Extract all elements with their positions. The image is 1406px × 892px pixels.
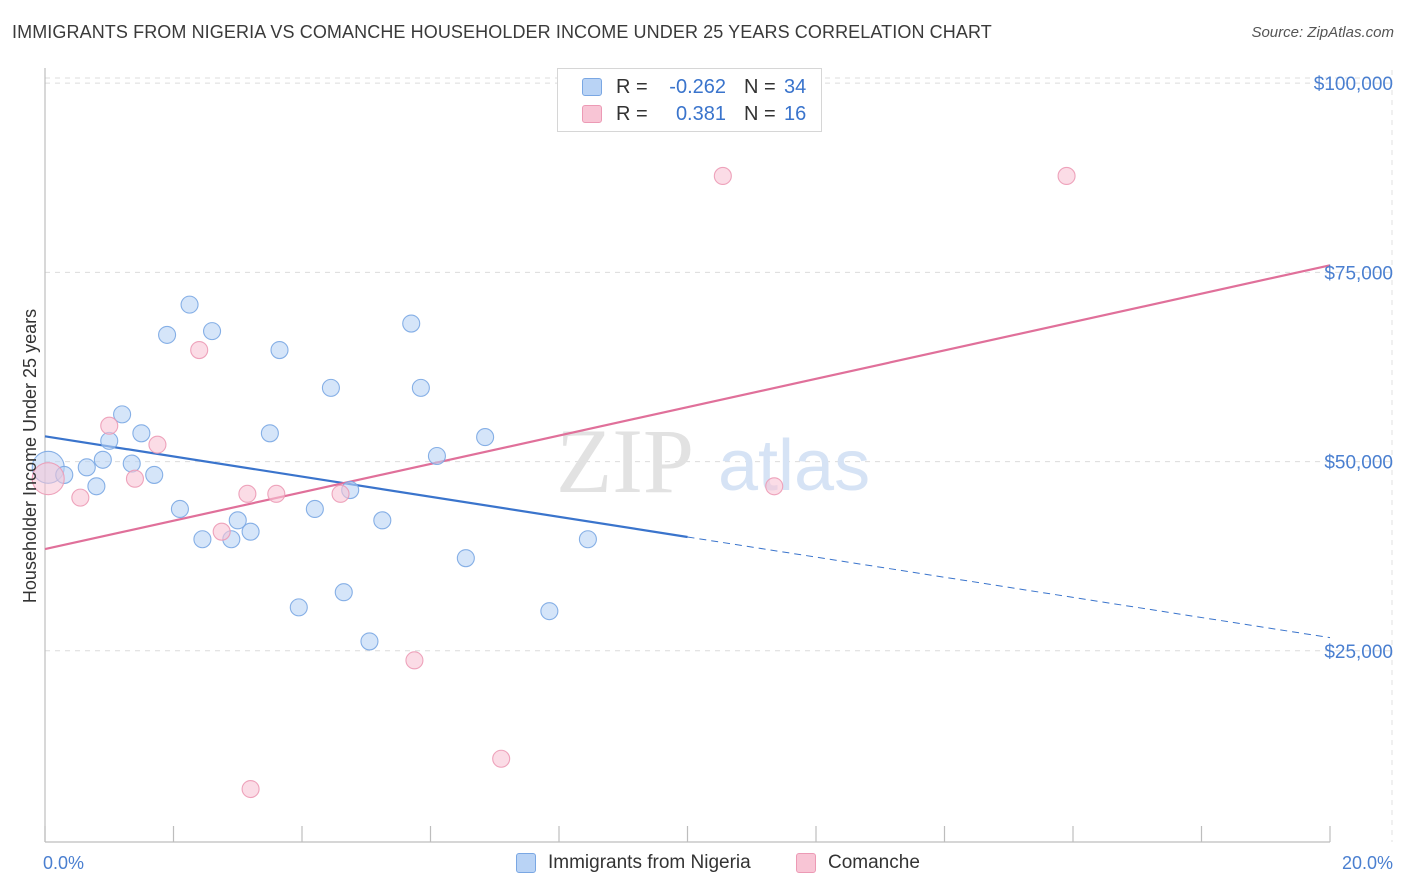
nigeria-trend-extension [687,536,1331,639]
comanche-trend-line [44,264,1331,551]
legend-n-value: 34 [784,75,807,98]
legend-r-value: 0.381 [675,102,726,125]
data-points [31,166,1076,799]
nigeria-point [122,454,141,473]
series-legend: Immigrants from Nigeria Comanche [0,852,1406,878]
nigeria-point [132,424,151,443]
nigeria-point [203,322,222,341]
comanche-point [713,166,732,186]
series-legend-label: Immigrants from Nigeria [548,852,751,873]
y-tick-label: $50,000 [1324,453,1393,474]
legend-row-nigeria: R = -0.262 N = 34 [582,75,814,99]
watermark: ZIP atlas [556,410,870,512]
nigeria-point [193,530,212,549]
y-tick-label: $75,000 [1324,263,1393,284]
nigeria-point [100,431,119,450]
nigeria-point [334,583,353,602]
y-tick-label: $25,000 [1324,642,1393,663]
nigeria-point [289,598,308,617]
nigeria-point [260,424,279,443]
nigeria-point [360,632,379,651]
nigeria-point [180,295,199,314]
nigeria-point [93,450,112,469]
comanche-point [1057,166,1076,186]
comanche-point [190,340,209,360]
comanche-point [405,651,424,670]
nigeria-point [113,405,132,424]
nigeria-point [87,477,106,496]
x-tick-label: 20.0% [1342,853,1393,873]
nigeria-point [411,378,430,397]
watermark-zip: ZIP [556,410,694,512]
legend-r-label: R = [616,102,648,125]
comanche-point [267,484,286,503]
nigeria-point [476,428,495,447]
comanche-point [241,779,260,799]
nigeria-point [170,499,189,519]
chart-title: IMMIGRANTS FROM NIGERIA VS COMANCHE HOUS… [12,22,992,42]
series-legend-label: Comanche [828,852,920,873]
comanche-point [148,435,167,454]
comanche-point [71,488,90,507]
series-legend-nigeria: Immigrants from Nigeria [516,852,751,874]
nigeria-point [241,522,260,541]
trend-lines [44,264,1331,639]
nigeria-point [427,446,446,466]
comanche-point [100,416,119,435]
legend-swatch-comanche [582,105,602,123]
nigeria-point [540,602,559,621]
legend-swatch-nigeria [582,78,602,96]
nigeria-point [145,465,164,484]
source-label: Source: ZipAtlas.com [1251,24,1394,41]
series-swatch-nigeria [516,853,536,873]
legend-r-label: R = [616,75,648,98]
comanche-point [238,484,257,503]
nigeria-trend-line [44,435,688,539]
legend-n-label: N = [744,75,776,98]
grid-lines [45,70,1393,842]
nigeria-point [305,499,324,519]
series-swatch-comanche [796,853,816,873]
comanche-point [765,477,784,496]
y-axis-label: Householder Income Under 25 years [20,309,40,603]
legend-r-value: -0.262 [669,75,726,98]
x-tick-label: 0.0% [43,853,84,873]
comanche-point [212,522,231,541]
nigeria-point [402,314,421,333]
comanche-point [125,469,144,488]
y-tick-label: $100,000 [1314,74,1393,95]
nigeria-point [77,458,96,477]
watermark-atlas: atlas [718,426,870,506]
nigeria-point [578,530,597,549]
legend-n-label: N = [744,102,776,125]
tick-labels: $25,000 $50,000 $75,000 $100,000 0.0% 20.0% [43,74,1393,873]
series-legend-comanche: Comanche [796,852,920,874]
comanche-point [492,749,511,768]
nigeria-point [228,511,247,530]
comanche-point [331,484,350,503]
stats-legend: R = -0.262 N = 34 R = 0.381 N = 16 [557,68,822,132]
nigeria-point [373,511,392,530]
legend-n-value: 16 [784,102,807,125]
legend-row-comanche: R = 0.381 N = 16 [582,102,814,126]
nigeria-point [158,325,177,344]
nigeria-point [321,378,340,397]
comanche-point [31,462,65,496]
nigeria-point [270,340,289,360]
nigeria-point [456,549,475,568]
